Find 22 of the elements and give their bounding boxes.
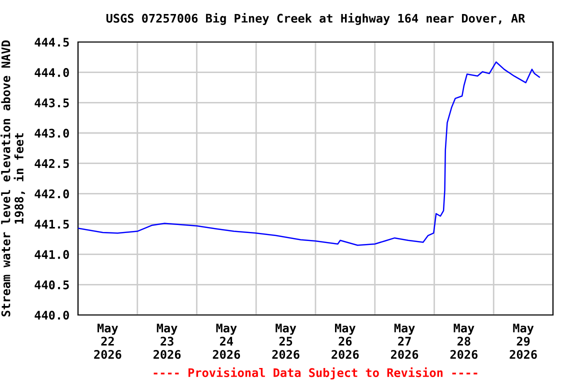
y-tick-label: 440.5 [34,280,69,290]
y-tick-label: 442.0 [34,189,69,198]
x-tick-label: May 25 2026 [272,324,300,359]
y-tick-label: 443.5 [34,98,69,108]
text: ---- Provisional Data Subject to Revision ---- [154,367,478,380]
x-tick-label: May 28 2026 [450,324,478,359]
y-tick-label: 441.5 [34,220,69,229]
chart-title: USGS 07257006 Big Piney Creek at Highway 164 near Dover, AR [106,12,526,25]
y-tick-label: 442.5 [34,159,69,168]
x-tick-label: May 24 2026 [212,324,240,359]
y-tick-label: 440.0 [34,310,69,320]
x-tick-label: May 29 2026 [510,324,537,359]
y-tick-label: 443.0 [34,128,69,138]
y-tick-label: 441.0 [34,250,69,259]
y-axis-title: Stream water level elevation above NAVD 1988, in feet [0,40,25,316]
x-tick-label: May 23 2026 [154,324,181,359]
x-tick-label: May 26 2026 [332,324,359,359]
line-series [78,61,540,246]
y-tick-label: 444.5 [34,38,69,47]
y-tick-label: 444.0 [34,68,69,77]
x-tick-label: May 27 2026 [391,324,418,359]
x-tick-label: May 22 2026 [94,324,122,359]
